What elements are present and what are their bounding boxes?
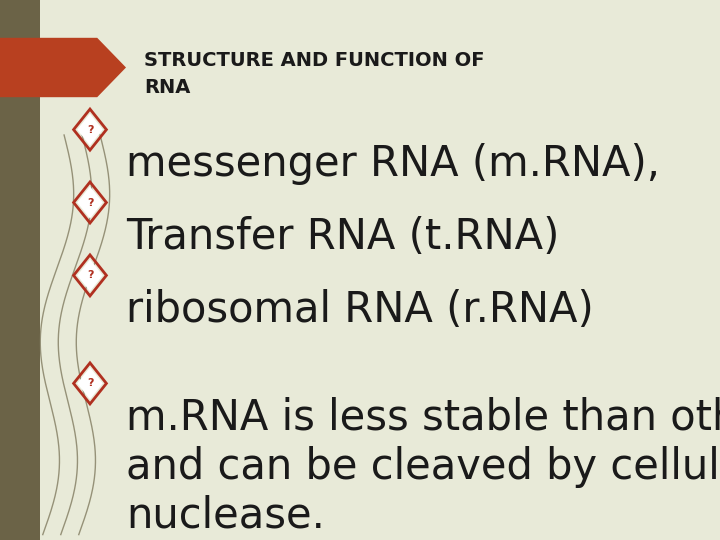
Text: STRUCTURE AND FUNCTION OF: STRUCTURE AND FUNCTION OF bbox=[144, 51, 485, 70]
Text: ?: ? bbox=[86, 198, 94, 207]
Text: Transfer RNA (t.RNA): Transfer RNA (t.RNA) bbox=[126, 216, 559, 258]
Text: RNA: RNA bbox=[144, 78, 190, 97]
Polygon shape bbox=[77, 186, 103, 219]
Polygon shape bbox=[77, 259, 103, 292]
Bar bbox=[0, 0, 40, 540]
Text: m.RNA is less stable than others
and can be cleaved by cellular
nuclease.: m.RNA is less stable than others and can… bbox=[126, 397, 720, 536]
Text: ?: ? bbox=[86, 271, 94, 280]
Polygon shape bbox=[77, 113, 103, 146]
Text: ?: ? bbox=[86, 379, 94, 388]
Text: messenger RNA (m.RNA),: messenger RNA (m.RNA), bbox=[126, 143, 660, 185]
Polygon shape bbox=[77, 367, 103, 400]
Text: ?: ? bbox=[86, 125, 94, 134]
Text: ribosomal RNA (r.RNA): ribosomal RNA (r.RNA) bbox=[126, 289, 594, 331]
Polygon shape bbox=[0, 38, 126, 97]
